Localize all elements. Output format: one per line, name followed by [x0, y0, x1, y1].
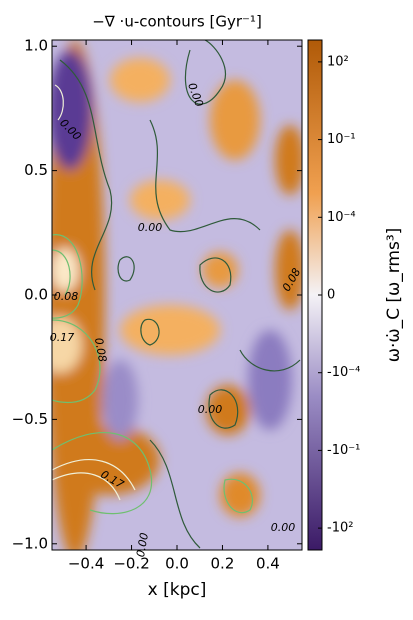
x-tick-label: 0.0 [165, 555, 189, 573]
x-tick-label: −0.2 [113, 555, 149, 573]
contour-label: 0.00 [134, 532, 151, 558]
x-tick-label: −0.4 [68, 555, 104, 573]
x-tick-label: 0.2 [211, 555, 235, 573]
contour-label: 0.08 [92, 337, 109, 363]
colorbar-tick-label: -10⁻⁴ [327, 365, 360, 380]
colorbar-tick-label: 10⁻¹ [327, 132, 356, 147]
field [52, 40, 302, 550]
colorbar-tick-label: 10² [327, 54, 349, 69]
contour-label: 0.17 [50, 331, 75, 344]
colorbar-tick-label: 0 [327, 288, 335, 303]
y-tick-label: −0.5 [12, 410, 48, 428]
y-tick-label: 1.0 [24, 37, 48, 55]
colorbar-tick-label: 10⁻⁴ [327, 210, 356, 225]
y-tick-label: 0.0 [24, 286, 48, 304]
colorbar-label: ω·ω̇_C [ω_rms³] [384, 228, 404, 363]
y-tick-label: −1.0 [12, 534, 48, 552]
x-tick-label: 0.4 [256, 555, 280, 573]
chart-title: −∇ ·u-contours [Gyr⁻¹] [92, 13, 262, 31]
y-tick-label: 0.5 [24, 161, 48, 179]
contour-label: 0.00 [138, 221, 163, 234]
contour-label: 0.00 [198, 403, 223, 416]
colorbar-tick-label: -10² [327, 521, 353, 536]
contour-label: 0.08 [54, 290, 79, 303]
colorbar-tick-label: -10⁻¹ [327, 443, 360, 458]
contour-label: 0.00 [271, 521, 296, 534]
x-axis-label: x [kpc] [148, 580, 207, 600]
